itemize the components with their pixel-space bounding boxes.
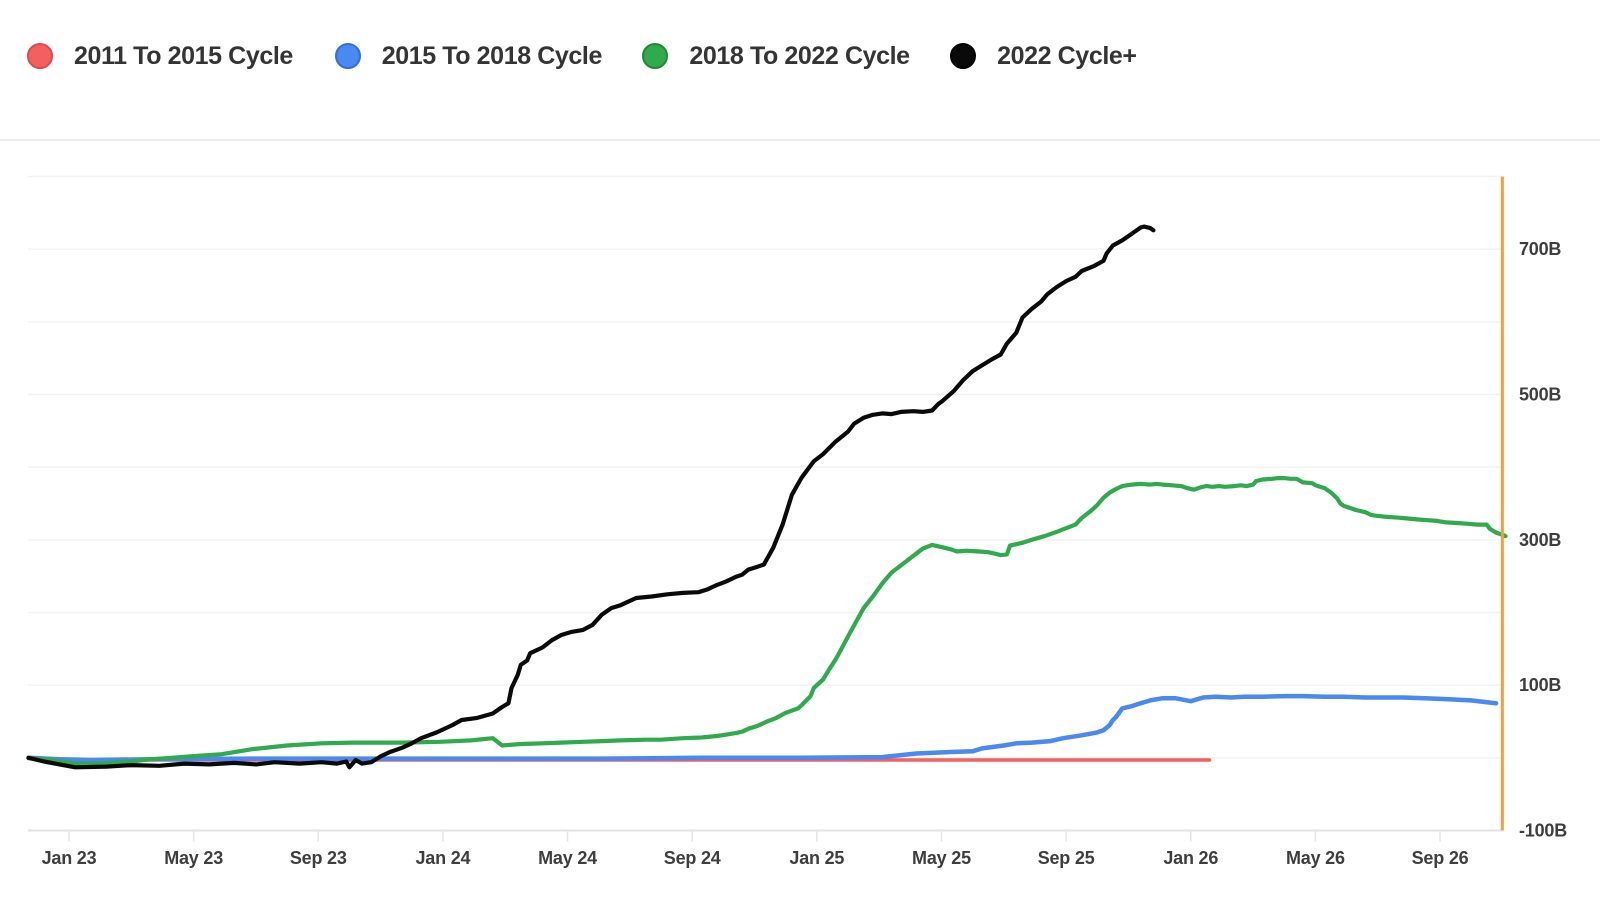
x-axis-label: Sep 23	[290, 848, 347, 868]
x-axis-label: Jan 26	[1163, 848, 1218, 868]
x-axis-label: Jan 25	[789, 848, 844, 868]
legend-color-dot-icon	[334, 43, 361, 69]
legend-color-dot-icon	[642, 43, 669, 69]
series-line-2022-cycle-	[26, 224, 1156, 770]
legend-item-2015-to-2018-cycle[interactable]: 2015 To 2018 Cycle	[334, 41, 603, 71]
series-line-2015-to-2018-cycle	[26, 693, 1499, 763]
legend-item-2011-to-2015-cycle[interactable]: 2011 To 2015 Cycle	[27, 41, 293, 71]
y-axis-label: 500B	[1519, 385, 1561, 405]
chart-legend: 2011 To 2015 Cycle 2015 To 2018 Cycle 2018…	[0, 0, 1600, 110]
legend-item-label: 2022 Cycle+	[997, 41, 1137, 70]
x-axis-label: May 26	[1286, 848, 1345, 868]
legend-color-dot-icon	[950, 43, 977, 69]
x-axis-label: Sep 26	[1412, 848, 1469, 868]
legend-item-2022-cycle-[interactable]: 2022 Cycle+	[950, 41, 1137, 71]
x-axis-label: Jan 23	[42, 848, 97, 868]
x-axis-label: Sep 24	[664, 848, 721, 868]
legend-color-dot-icon	[27, 43, 53, 69]
x-axis-label: May 24	[538, 848, 597, 868]
y-axis-label: -100B	[1519, 821, 1567, 841]
y-axis-label: 100B	[1519, 675, 1561, 695]
legend-item-label: 2015 To 2018 Cycle	[381, 41, 603, 70]
y-axis-label: 700B	[1519, 239, 1561, 259]
x-axis-label: Jan 24	[415, 848, 470, 868]
x-axis-label: Sep 25	[1038, 848, 1095, 868]
legend-item-2018-to-2022-cycle[interactable]: 2018 To 2022 Cycle	[642, 41, 910, 71]
legend-item-label: 2011 To 2015 Cycle	[74, 41, 293, 70]
x-axis-label: May 25	[912, 848, 971, 868]
header-divider	[0, 139, 1600, 141]
y-axis-label: 300B	[1519, 530, 1561, 550]
legend-item-label: 2018 To 2022 Cycle	[689, 41, 910, 70]
x-axis-label: May 23	[164, 848, 223, 868]
series-line-2018-to-2022-cycle	[26, 476, 1508, 766]
